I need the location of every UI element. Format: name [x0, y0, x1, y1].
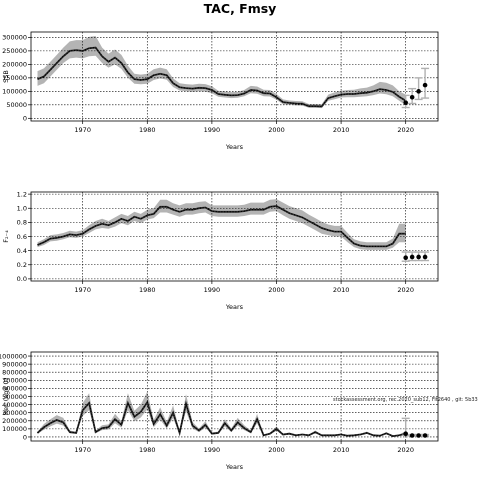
rec-xtick-label-5: 2020 [397, 446, 414, 454]
f-forecast-point-3 [422, 254, 428, 260]
tac-xtick-label-1: 1980 [139, 126, 156, 134]
tac-forecast-point-1 [409, 94, 415, 100]
tac-ytick-label-1: 50000 [6, 101, 27, 109]
f-ytick-label-3: 0.6 [17, 233, 27, 241]
f-ytick-label-2: 0.4 [17, 247, 27, 255]
rec-forecast-point-0 [403, 431, 408, 437]
f-panel: 0.0 0.2 0.4 0.6 0.8 1.0 1.2 1970 1980 1990 2000 201… [2, 190, 439, 311]
rec-forecast-point-2 [416, 433, 421, 438]
f-xtick-label-1: 1980 [139, 286, 156, 294]
f-estimate-dots [37, 205, 406, 247]
f-ytick-label-6: 1.2 [17, 190, 27, 198]
f-ytick-label-0: 0.0 [17, 275, 27, 283]
rec-ytick-label-0: 0 [23, 433, 27, 441]
rec-forecast-point-1 [409, 433, 415, 438]
figure-title: TAC, Fmsy [203, 1, 277, 16]
rec-ytick-label-9: 900000 [2, 360, 27, 368]
tac-ytick-label-5: 250000 [2, 47, 27, 55]
rec-estimate-dots [37, 400, 406, 437]
f-ytick-label-5: 1.0 [17, 205, 27, 213]
tac-frame [30, 31, 439, 122]
rec-ytick-label-3: 300000 [2, 409, 27, 417]
tac-xtick-label-4: 2010 [333, 126, 350, 134]
rec-ylabel: Rec (age 0) [2, 378, 10, 415]
tac-estimate-line [37, 46, 407, 108]
tac-ytick-label-2: 100000 [2, 88, 27, 96]
f-ylabel: F₂₋₄ [2, 230, 10, 243]
tac-forecast-point-2 [416, 89, 421, 94]
rec-xtick-label-3: 2000 [268, 446, 285, 454]
rec-ytick-label-7: 700000 [2, 377, 27, 385]
tac-xtick-label-2: 1990 [204, 126, 221, 134]
tac-ytick-label-3: 150000 [2, 74, 27, 82]
tac-estimate-dots [37, 46, 407, 108]
tac-ytick-label-4: 200000 [2, 61, 27, 69]
f-xtick-label-3: 2000 [268, 286, 285, 294]
f-ytick-label-4: 0.8 [17, 219, 27, 227]
f-xlabel: Years [225, 303, 244, 311]
f-xtick-label-5: 2020 [397, 286, 414, 294]
rec-frame [30, 351, 439, 442]
f-xtick-label-0: 1970 [74, 286, 91, 294]
rec-xtick-label-1: 1980 [139, 446, 156, 454]
tac-forecast-point-3 [422, 82, 428, 88]
tac-confidence-band [37, 36, 406, 109]
rec-panel: 0100000200000300000400000500000600000700… [0, 351, 439, 471]
rec-xlabel: Years [225, 463, 244, 471]
rec-ytick-label-10: 1000000 [0, 352, 27, 360]
rec-ytick-label-8: 800000 [2, 369, 27, 377]
rec-confidence-band [37, 391, 406, 437]
tac-ytick-label-0: 0 [23, 115, 27, 123]
rec-ytick-label-4: 400000 [2, 401, 27, 409]
rec-ytick-label-5: 500000 [2, 393, 27, 401]
f-forecast-point-0 [403, 255, 408, 260]
tac-ylabel: SSB [2, 70, 10, 83]
f-xtick-label-2: 1990 [204, 286, 221, 294]
tac-xtick-label-5: 2020 [397, 126, 414, 134]
tac-ytick-label-6: 300000 [2, 34, 27, 42]
rec-forecast-point-3 [422, 433, 428, 438]
f-xtick-label-4: 2010 [333, 286, 350, 294]
tac-xlabel: Years [225, 143, 244, 151]
rec-xtick-label-4: 2010 [333, 446, 350, 454]
rec-ytick-label-1: 100000 [2, 425, 27, 433]
tac-forecast-point-0 [403, 100, 408, 105]
f-confidence-band [37, 199, 406, 250]
tac-xtick-label-3: 2000 [268, 126, 285, 134]
f-frame [30, 191, 439, 282]
source-note: stockassessment.org, rec.2020_sub12, Fit… [333, 397, 478, 403]
rec-xtick-label-2: 1990 [204, 446, 221, 454]
rec-ytick-label-6: 600000 [2, 385, 27, 393]
rec-ytick-label-2: 200000 [2, 417, 27, 425]
tac-panel: 0 50000 100000 150000 200000 250000 300000 1970… [2, 31, 439, 151]
f-ytick-label-1: 0.2 [17, 261, 27, 269]
rec-xtick-label-0: 1970 [74, 446, 91, 454]
f-forecast-point-2 [416, 254, 421, 260]
tac-xtick-label-0: 1970 [74, 126, 91, 134]
f-forecast-point-1 [409, 254, 415, 260]
